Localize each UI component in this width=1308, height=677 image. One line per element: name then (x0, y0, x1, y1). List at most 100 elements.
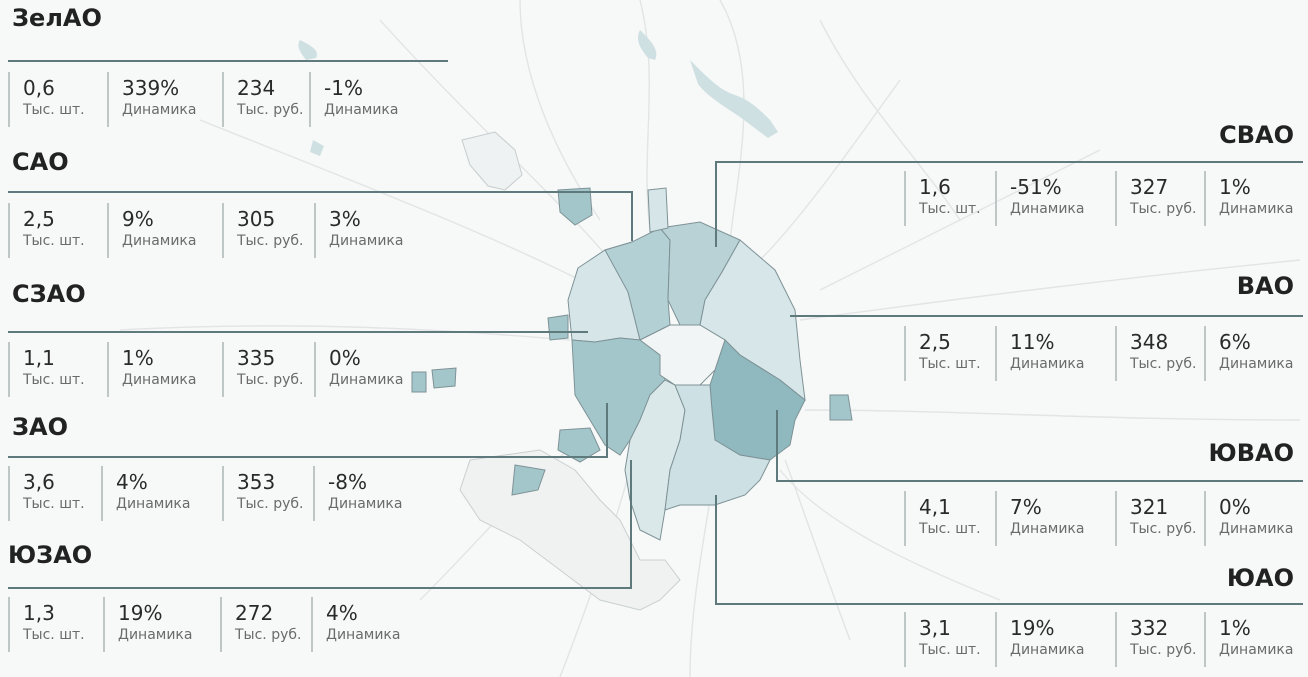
stat-label: Тыс. шт. (919, 521, 981, 537)
stat-dynamics: 4% Динамика (101, 466, 222, 521)
stat-label: Динамика (118, 627, 193, 643)
district-title: ЮВАО (1208, 439, 1294, 467)
stat-price-dynamics: 1% Динамика (1204, 612, 1299, 667)
stat-price-dynamics: 3% Динамика (314, 203, 419, 258)
stat-value: 19% (1010, 616, 1055, 640)
stat-price-dynamics: 0% Динамика (314, 342, 419, 397)
leader-line (606, 403, 608, 458)
stat-label: Тыс. руб. (1130, 642, 1197, 658)
stat-value: 4% (326, 601, 358, 625)
stat-label: Динамика (1219, 521, 1294, 537)
stat-label: Динамика (328, 496, 403, 512)
district-title: СЗАО (12, 280, 86, 308)
stat-label: Динамика (324, 102, 399, 118)
stat-value: 1,6 (919, 175, 951, 199)
stat-value: 234 (237, 76, 276, 100)
stat-value: 1,1 (23, 346, 55, 370)
district-title: ЮАО (1226, 564, 1294, 592)
leader-line (715, 495, 717, 605)
stat-label: Тыс. руб. (1130, 521, 1197, 537)
stat-label: Тыс. руб. (1130, 356, 1197, 372)
stat-quantity: 3,1 Тыс. шт. (904, 612, 995, 667)
leader-line (776, 410, 778, 482)
stat-quantity: 4,1 Тыс. шт. (904, 491, 995, 546)
stat-dynamics: 9% Динамика (107, 203, 222, 258)
stat-value: 335 (237, 346, 276, 370)
district-title: ВАО (1236, 272, 1294, 300)
stat-value: 9% (122, 207, 154, 231)
stat-price: 335 Тыс. руб. (222, 342, 314, 397)
stat-value: -51% (1010, 175, 1062, 199)
stat-label: Тыс. руб. (237, 233, 304, 249)
district-stats: 2,5 Тыс. шт. 11% Динамика 348 Тыс. руб. 6% Д… (904, 326, 1299, 381)
stat-value: 1% (1219, 175, 1251, 199)
exclave (557, 187, 593, 226)
stat-label: Тыс. руб. (237, 372, 304, 388)
stat-dynamics: 19% Динамика (103, 597, 220, 652)
zelenograd-shape (461, 131, 523, 191)
stat-label: Динамика (326, 627, 401, 643)
stat-dynamics: 11% Динамика (995, 326, 1115, 381)
stat-price-dynamics: 6% Динамика (1204, 326, 1299, 381)
stat-value: 0% (1219, 495, 1251, 519)
stat-price: 348 Тыс. руб. (1115, 326, 1204, 381)
stat-price-dynamics: -8% Динамика (313, 466, 418, 521)
stat-dynamics: -51% Динамика (995, 171, 1115, 226)
exclave (511, 464, 546, 496)
stat-value: 11% (1010, 330, 1055, 354)
stat-value: 3,1 (919, 616, 951, 640)
stat-dynamics: 339% Динамика (107, 72, 222, 127)
exclave (647, 187, 669, 233)
stat-dynamics: 19% Динамика (995, 612, 1115, 667)
stat-value: 4,1 (919, 495, 951, 519)
district-title: ЮЗАО (8, 541, 93, 569)
district-stats: 2,5 Тыс. шт. 9% Динамика 305 Тыс. руб. 3% Ди… (8, 203, 419, 258)
stat-label: Тыс. шт. (23, 233, 85, 249)
water-bodies (298, 30, 778, 156)
stat-dynamics: 1% Динамика (107, 342, 222, 397)
district-title: ЗелАО (12, 4, 102, 32)
stat-value: 305 (237, 207, 276, 231)
stat-value: 332 (1130, 616, 1169, 640)
district-stats: 0,6 Тыс. шт. 339% Динамика 234 Тыс. руб. -1… (8, 72, 414, 127)
stat-label: Динамика (1010, 521, 1085, 537)
stat-label: Динамика (1010, 201, 1085, 217)
stat-price: 327 Тыс. руб. (1115, 171, 1204, 226)
stat-price-dynamics: 4% Динамика (311, 597, 416, 652)
stat-value: 327 (1130, 175, 1169, 199)
stat-label: Динамика (122, 372, 197, 388)
stat-label: Тыс. руб. (1130, 201, 1197, 217)
stat-value: -1% (324, 76, 363, 100)
leader-line (715, 161, 717, 247)
stat-value: 0,6 (23, 76, 55, 100)
district-title: СВАО (1219, 121, 1294, 149)
stat-label: Динамика (1010, 642, 1085, 658)
stat-price: 353 Тыс. руб. (222, 466, 313, 521)
stat-label: Динамика (1219, 201, 1294, 217)
stat-label: Тыс. руб. (237, 102, 304, 118)
stat-value: 1% (122, 346, 154, 370)
stat-value: -8% (328, 470, 367, 494)
district-title: ЗАО (12, 413, 69, 441)
district-yuao (664, 384, 771, 511)
stat-label: Тыс. шт. (23, 627, 85, 643)
exclave (411, 371, 427, 393)
stat-value: 3% (329, 207, 361, 231)
leader-line (715, 603, 1303, 605)
stat-value: 0% (329, 346, 361, 370)
stat-label: Тыс. шт. (919, 201, 981, 217)
stat-price: 305 Тыс. руб. (222, 203, 314, 258)
stat-quantity: 1,3 Тыс. шт. (8, 597, 103, 652)
leader-line (630, 460, 632, 589)
district-tsao (639, 324, 726, 386)
stat-label: Динамика (1010, 356, 1085, 372)
stat-price-dynamics: -1% Динамика (309, 72, 414, 127)
stat-price: 332 Тыс. руб. (1115, 612, 1204, 667)
stat-label: Тыс. руб. (235, 627, 302, 643)
stat-value: 2,5 (23, 207, 55, 231)
leader-line (715, 161, 1303, 163)
stat-price-dynamics: 1% Динамика (1204, 171, 1299, 226)
district-stats: 3,6 Тыс. шт. 4% Динамика 353 Тыс. руб. -8% Д… (8, 466, 418, 521)
stat-quantity: 2,5 Тыс. шт. (8, 203, 107, 258)
leader-line (8, 191, 633, 193)
